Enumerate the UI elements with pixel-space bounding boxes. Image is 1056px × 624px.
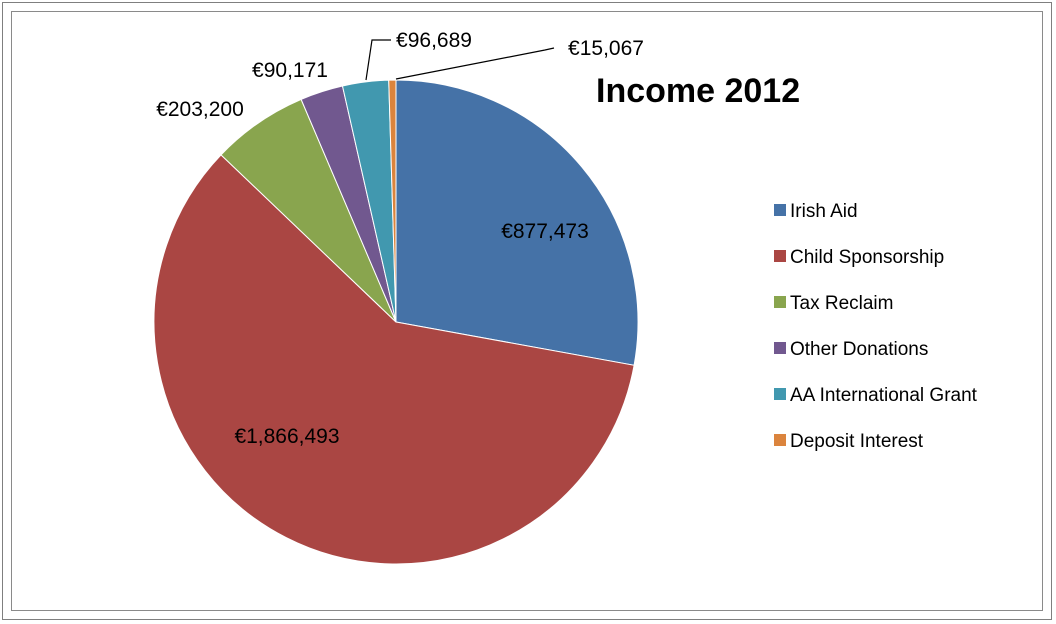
legend-swatch-tax-reclaim: [774, 296, 786, 308]
legend-label-other-donations: Other Donations: [790, 339, 928, 360]
chart-title: Income 2012: [596, 72, 800, 110]
legend-swatch-irish-aid: [774, 204, 786, 216]
legend-label-child-sponsorship: Child Sponsorship: [790, 247, 944, 268]
pie-slice-deposit-interest: [388, 79, 397, 323]
data-label-child-sponsorship: €1,866,493: [234, 425, 339, 448]
legend-label-tax-reclaim: Tax Reclaim: [790, 293, 893, 314]
data-labels: €877,473 €1,866,493 €203,200 €90,171 €96,689…: [156, 29, 644, 448]
chart-area: [11, 11, 1043, 611]
pie-slices: [153, 79, 639, 565]
data-label-deposit-interest: €15,067: [568, 37, 644, 60]
legend-label-aa-international-grant: AA International Grant: [790, 385, 978, 406]
legend-swatch-child-sponsorship: [774, 250, 786, 262]
legend-label-deposit-interest: Deposit Interest: [790, 431, 924, 452]
leader-line-deposit-interest: [395, 47, 555, 80]
data-label-tax-reclaim: €203,200: [156, 98, 244, 121]
legend-swatch-aa-international-grant: [774, 388, 786, 400]
data-label-other-donations: €90,171: [252, 59, 328, 82]
data-label-aa-international-grant: €96,689: [396, 29, 472, 52]
leader-line-aa-international-grant: [365, 39, 391, 81]
legend-swatch-other-donations: [774, 342, 786, 354]
data-label-irish-aid: €877,473: [501, 220, 589, 243]
legend-swatch-deposit-interest: [774, 434, 786, 446]
legend-label-irish-aid: Irish Aid: [790, 201, 858, 222]
leader-lines: [365, 39, 555, 81]
legend: Irish Aid Child Sponsorship Tax Reclaim Oth…: [774, 201, 978, 452]
pie-slice-irish-aid: [395, 79, 639, 366]
pie-slice-child-sponsorship: [153, 154, 635, 565]
